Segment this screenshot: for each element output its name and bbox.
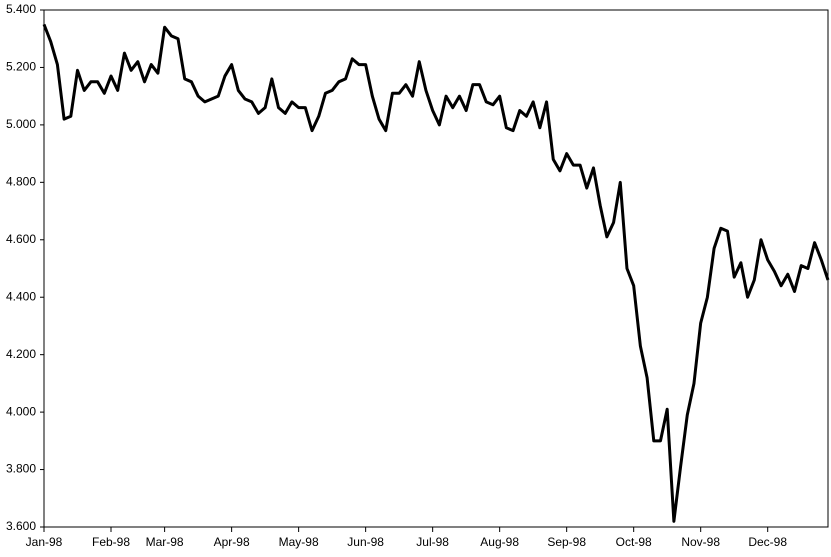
y-tick-label: 5.200: [6, 60, 36, 74]
x-tick-label: Apr-98: [214, 535, 250, 549]
y-tick-label: 4.000: [6, 404, 36, 418]
x-tick-label: Sep-98: [547, 535, 586, 549]
y-tick-label: 4.600: [6, 232, 36, 246]
x-tick-label: Jul-98: [416, 535, 449, 549]
x-tick-label: Dec-98: [748, 535, 787, 549]
y-tick-label: 3.800: [6, 462, 36, 476]
x-tick-label: Aug-98: [480, 535, 519, 549]
x-tick-label: Jun-98: [347, 535, 384, 549]
x-tick-label: Mar-98: [146, 535, 184, 549]
data-line: [42, 23, 830, 523]
y-tick-label: 5.000: [6, 117, 36, 131]
x-tick-label: Jan-98: [26, 535, 63, 549]
y-tick-label: 5.400: [6, 2, 36, 16]
plot-frame: [43, 9, 829, 528]
y-tick-label: 4.800: [6, 175, 36, 189]
y-tick-label: 4.200: [6, 347, 36, 361]
y-tick-label: 3.600: [6, 519, 36, 533]
y-tick-label: 4.400: [6, 289, 36, 303]
x-tick-label: Oct-98: [616, 535, 652, 549]
x-tick-label: May-98: [279, 535, 319, 549]
x-tick-label: Feb-98: [92, 535, 130, 549]
x-tick-label: Nov-98: [681, 535, 720, 549]
